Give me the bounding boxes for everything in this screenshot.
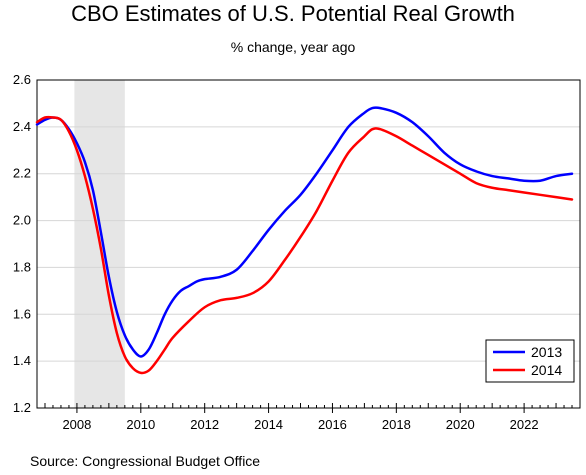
legend-box xyxy=(485,339,575,383)
legend: 2013 2014 xyxy=(485,339,575,383)
chart-subtitle: % change, year ago xyxy=(230,39,356,55)
chart-title: CBO Estimates of U.S. Potential Real Gro… xyxy=(71,1,515,26)
y-tick-label: 2.2 xyxy=(13,166,31,181)
plot-area: 1.2 1.4 1.6 1.8 2.0 2.2 2.4 2.6 2008 2010 2012 2014… xyxy=(13,72,581,432)
y-tick-label: 1.8 xyxy=(13,259,31,274)
x-tick-label: 2010 xyxy=(126,417,155,432)
y-tick-label: 2.4 xyxy=(13,119,31,134)
x-tick-label: 2014 xyxy=(254,417,283,432)
y-tick-label: 2.6 xyxy=(13,72,31,87)
chart-source: Source: Congressional Budget Office xyxy=(30,453,261,469)
y-tick-label: 1.6 xyxy=(13,306,31,321)
legend-label-2013: 2013 xyxy=(531,344,562,360)
series-line-2013 xyxy=(35,106,574,358)
x-tick-label: 2012 xyxy=(190,417,219,432)
series-line-2014 xyxy=(35,115,574,375)
y-tick-label: 1.2 xyxy=(13,400,31,415)
x-tick-label: 2016 xyxy=(318,417,347,432)
x-tick-label: 2020 xyxy=(446,417,475,432)
x-tick-label: 2008 xyxy=(62,417,91,432)
y-tick-label: 2.0 xyxy=(13,213,31,228)
x-tick-label: 2018 xyxy=(382,417,411,432)
legend-label-2014: 2014 xyxy=(531,362,562,378)
y-tick-label: 1.4 xyxy=(13,353,31,368)
x-tick-label: 2022 xyxy=(510,417,539,432)
